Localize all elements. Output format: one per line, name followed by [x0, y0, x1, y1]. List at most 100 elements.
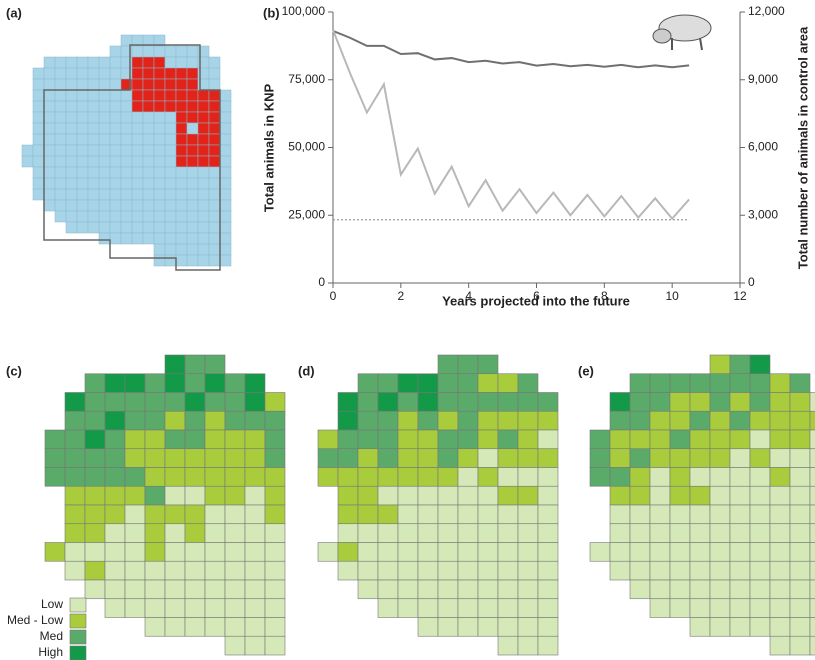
map-cell	[125, 449, 145, 468]
map-cell	[590, 468, 610, 487]
map-cell	[85, 561, 105, 580]
map-cell	[670, 468, 690, 487]
map-cell	[66, 211, 77, 222]
map-cell	[176, 189, 187, 200]
map-cell	[670, 543, 690, 562]
map-cell	[790, 430, 810, 449]
map-cell	[398, 580, 418, 599]
map-cell	[110, 189, 121, 200]
map-cell	[55, 134, 66, 145]
map-cell	[710, 430, 730, 449]
map-cell	[154, 123, 165, 134]
map-cell	[185, 393, 205, 412]
map-cell	[378, 449, 398, 468]
y-tick-label: 75,000	[288, 72, 325, 86]
map-cell	[750, 486, 770, 505]
map-cell	[730, 524, 750, 543]
map-cell	[105, 449, 125, 468]
map-cell	[770, 411, 790, 430]
map-cell	[205, 524, 225, 543]
map-panel	[318, 355, 558, 655]
map-cell	[154, 233, 165, 244]
map-cell	[610, 524, 630, 543]
map-cell	[790, 486, 810, 505]
map-cell	[154, 57, 165, 68]
map-cell	[418, 618, 438, 637]
map-cell	[338, 449, 358, 468]
map-cell	[220, 156, 231, 167]
map-cell	[88, 189, 99, 200]
map-cell	[265, 580, 285, 599]
map-cell	[77, 101, 88, 112]
map-cell	[99, 112, 110, 123]
map-cell	[33, 134, 44, 145]
map-cell	[85, 411, 105, 430]
map-cell	[378, 543, 398, 562]
map-cell	[154, 112, 165, 123]
map-cell	[518, 636, 538, 655]
map-cell	[88, 112, 99, 123]
map-cell	[650, 486, 670, 505]
map-cell	[650, 599, 670, 618]
map-cell	[220, 123, 231, 134]
map-cell	[110, 134, 121, 145]
map-cell	[132, 112, 143, 123]
map-cell	[55, 123, 66, 134]
map-cell	[205, 393, 225, 412]
map-cell	[176, 112, 187, 123]
map-cell	[750, 430, 770, 449]
map-cell	[458, 468, 478, 487]
map-cell	[750, 505, 770, 524]
map-cell	[66, 167, 77, 178]
map-cell	[85, 486, 105, 505]
map-cell	[225, 505, 245, 524]
map-cell	[418, 393, 438, 412]
map-cell	[770, 618, 790, 637]
map-cell	[185, 486, 205, 505]
map-cell	[220, 134, 231, 145]
map-cell	[220, 101, 231, 112]
map-cell	[143, 200, 154, 211]
map-cell	[125, 374, 145, 393]
map-cell	[518, 543, 538, 562]
map-cell	[65, 430, 85, 449]
map-cell	[438, 524, 458, 543]
map-cell	[338, 524, 358, 543]
map-cell	[478, 393, 498, 412]
map-cell	[66, 68, 77, 79]
map-cell	[225, 430, 245, 449]
map-cell	[198, 156, 209, 167]
map-cell	[105, 543, 125, 562]
map-cell	[99, 145, 110, 156]
map-cell	[165, 543, 185, 562]
map-cell	[209, 90, 220, 101]
map-cell	[44, 200, 55, 211]
map-cell	[770, 449, 790, 468]
map-cell	[209, 255, 220, 266]
map-cell	[185, 543, 205, 562]
map-cell	[66, 222, 77, 233]
map-cell	[176, 156, 187, 167]
map-cell	[65, 543, 85, 562]
map-cell	[338, 411, 358, 430]
map-cell	[145, 449, 165, 468]
map-cell	[105, 430, 125, 449]
map-cell	[165, 430, 185, 449]
map-cell	[85, 430, 105, 449]
map-cell	[338, 561, 358, 580]
map-cell	[630, 524, 650, 543]
map-cell	[33, 189, 44, 200]
map-cell	[22, 145, 33, 156]
map-cell	[105, 486, 125, 505]
map-cell	[99, 222, 110, 233]
map-cell	[318, 543, 338, 562]
map-cell	[44, 156, 55, 167]
map-cell	[165, 599, 185, 618]
map-cell	[750, 618, 770, 637]
map-cell	[458, 486, 478, 505]
map-cell	[143, 156, 154, 167]
map-cell	[85, 524, 105, 543]
map-cell	[55, 90, 66, 101]
map-cell	[22, 156, 33, 167]
map-cell	[66, 156, 77, 167]
